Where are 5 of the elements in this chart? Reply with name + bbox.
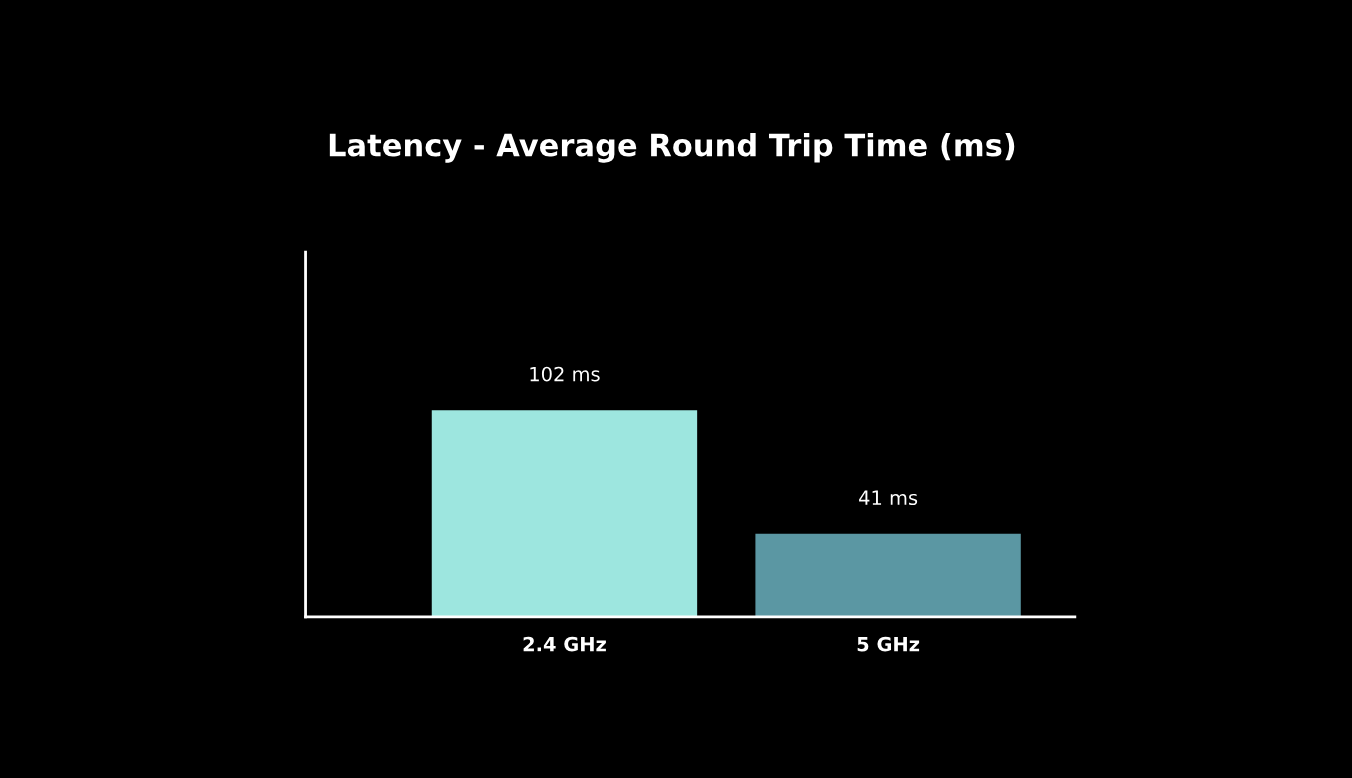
data-label: 102 ms: [530, 366, 600, 382]
chart-title: Latency - Average Round Trip Time (ms): [329, 132, 1015, 163]
x-tick-label: 5 GHz: [857, 636, 920, 652]
data-label: 41 ms: [859, 490, 918, 506]
x-tick-label: 2.4 GHz: [523, 636, 606, 652]
